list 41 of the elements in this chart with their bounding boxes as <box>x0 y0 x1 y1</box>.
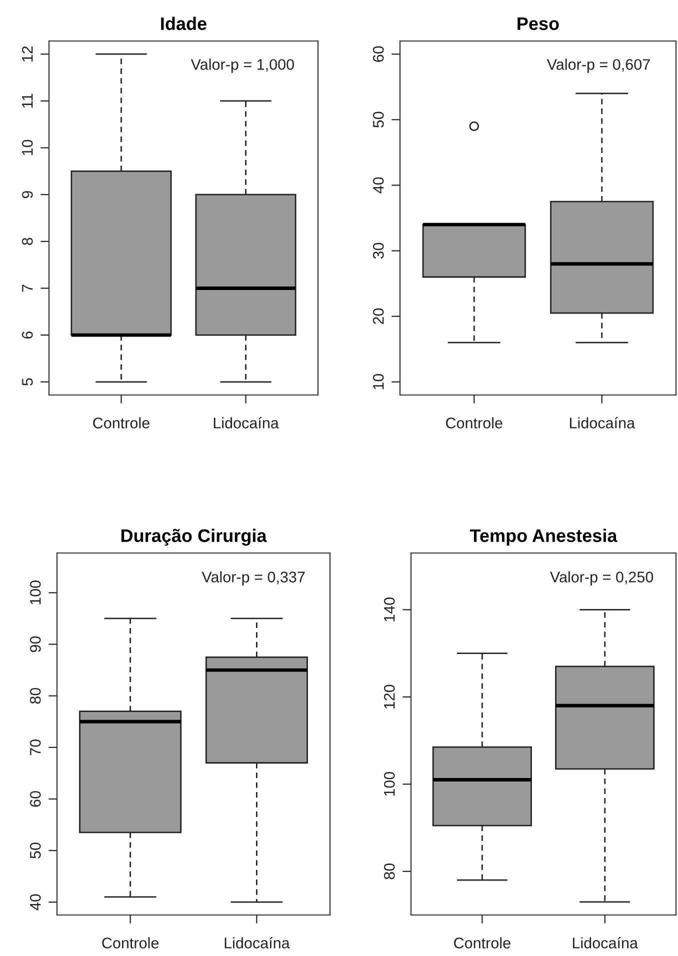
y-tick-label: 20 <box>372 308 384 324</box>
y-tick-label: 40 <box>372 177 384 194</box>
x-tick-label: Lidocaína <box>224 937 290 948</box>
y-tick-label: 70 <box>30 740 41 756</box>
chart-title: Idade <box>161 16 206 30</box>
y-tick-label: 80 <box>384 863 395 880</box>
y-tick-label: 6 <box>22 331 33 339</box>
y-tick-label: 140 <box>384 598 395 622</box>
y-tick-label: 100 <box>30 580 41 604</box>
y-tick-label: 10 <box>22 140 33 156</box>
x-tick-label: Lidocaína <box>572 937 638 948</box>
x-tick-label: Controle <box>93 417 150 428</box>
y-tick-label: 30 <box>372 242 384 259</box>
y-tick-label: 11 <box>22 94 33 108</box>
annotation: Valor-p = 0,607 <box>546 58 650 73</box>
chart-title: Peso <box>518 17 559 30</box>
y-tick-label: 9 <box>22 191 33 198</box>
y-tick-label: 10 <box>372 374 384 390</box>
y-tick-label: 80 <box>30 688 41 704</box>
chart-title: Tempo Anestesia <box>470 528 618 546</box>
y-tick-label: 100 <box>384 772 395 796</box>
y-tick-label: 5 <box>22 378 33 386</box>
y-tick-label: 40 <box>30 894 41 910</box>
x-tick-label: Controle <box>454 937 510 948</box>
x-tick-label: Lidocaína <box>570 417 636 428</box>
chart-title: Duração Cirurgia <box>121 528 267 546</box>
annotation: Valor-p = 0,337 <box>202 571 305 586</box>
y-tick-label: 50 <box>372 112 384 128</box>
y-tick-label: 120 <box>384 684 395 709</box>
annotation: Valor-p = 0,250 <box>550 571 654 586</box>
y-tick-label: 8 <box>22 238 33 245</box>
x-tick-label: Controle <box>446 417 502 428</box>
y-tick-label: 90 <box>30 636 41 652</box>
annotation: Valor-p = 1,000 <box>190 58 294 73</box>
y-tick-label: 60 <box>30 791 41 807</box>
x-tick-label: Controle <box>102 937 158 948</box>
y-tick-label: 12 <box>22 46 33 62</box>
y-tick-label: 60 <box>372 46 384 62</box>
x-tick-label: Lidocaína <box>214 417 279 428</box>
y-tick-label: 7 <box>22 284 33 292</box>
y-tick-label: 50 <box>30 842 41 858</box>
